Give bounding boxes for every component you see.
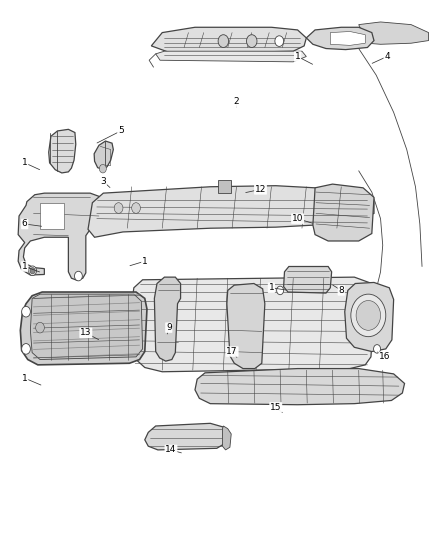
Circle shape bbox=[277, 286, 284, 295]
Polygon shape bbox=[49, 130, 76, 173]
Text: 16: 16 bbox=[379, 352, 391, 361]
Polygon shape bbox=[131, 277, 375, 372]
Text: 2: 2 bbox=[233, 97, 239, 106]
Text: 8: 8 bbox=[339, 286, 344, 295]
Circle shape bbox=[218, 35, 229, 47]
Polygon shape bbox=[227, 284, 265, 368]
Text: 5: 5 bbox=[118, 126, 124, 135]
Text: 6: 6 bbox=[22, 220, 28, 229]
Circle shape bbox=[114, 203, 123, 213]
Polygon shape bbox=[313, 184, 374, 241]
Circle shape bbox=[99, 165, 106, 173]
Polygon shape bbox=[30, 294, 143, 360]
Polygon shape bbox=[94, 141, 113, 169]
Text: 14: 14 bbox=[165, 446, 177, 455]
Text: 12: 12 bbox=[255, 185, 266, 194]
Polygon shape bbox=[345, 282, 394, 352]
Text: 1: 1 bbox=[142, 257, 148, 265]
Text: 9: 9 bbox=[166, 323, 172, 332]
Text: 13: 13 bbox=[80, 328, 92, 337]
Polygon shape bbox=[20, 292, 147, 365]
Circle shape bbox=[35, 322, 44, 333]
Circle shape bbox=[356, 301, 381, 330]
Circle shape bbox=[21, 344, 30, 354]
Circle shape bbox=[351, 294, 386, 337]
Polygon shape bbox=[88, 185, 374, 237]
Circle shape bbox=[374, 345, 381, 353]
Text: 15: 15 bbox=[270, 403, 282, 412]
Polygon shape bbox=[284, 266, 332, 293]
Text: 1: 1 bbox=[295, 52, 300, 61]
Polygon shape bbox=[195, 368, 405, 405]
Polygon shape bbox=[223, 426, 231, 450]
Bar bbox=[218, 180, 231, 193]
Polygon shape bbox=[18, 193, 103, 280]
Text: 10: 10 bbox=[292, 214, 304, 223]
Text: 1: 1 bbox=[22, 374, 28, 383]
Polygon shape bbox=[330, 31, 365, 45]
Polygon shape bbox=[154, 277, 180, 361]
Text: 3: 3 bbox=[100, 177, 106, 186]
Polygon shape bbox=[145, 423, 228, 450]
Text: 1: 1 bbox=[268, 283, 274, 292]
Circle shape bbox=[28, 266, 36, 276]
Text: 1: 1 bbox=[22, 262, 28, 271]
Circle shape bbox=[21, 306, 30, 317]
Polygon shape bbox=[155, 51, 306, 62]
Circle shape bbox=[275, 36, 284, 46]
Polygon shape bbox=[359, 22, 428, 44]
Bar bbox=[40, 203, 64, 229]
Text: 17: 17 bbox=[226, 347, 238, 356]
Polygon shape bbox=[306, 27, 374, 50]
Text: 1: 1 bbox=[22, 158, 28, 167]
Circle shape bbox=[30, 268, 35, 274]
Circle shape bbox=[247, 35, 257, 47]
Circle shape bbox=[132, 203, 141, 213]
Circle shape bbox=[74, 271, 82, 281]
Text: 4: 4 bbox=[384, 52, 390, 61]
Polygon shape bbox=[151, 27, 306, 54]
